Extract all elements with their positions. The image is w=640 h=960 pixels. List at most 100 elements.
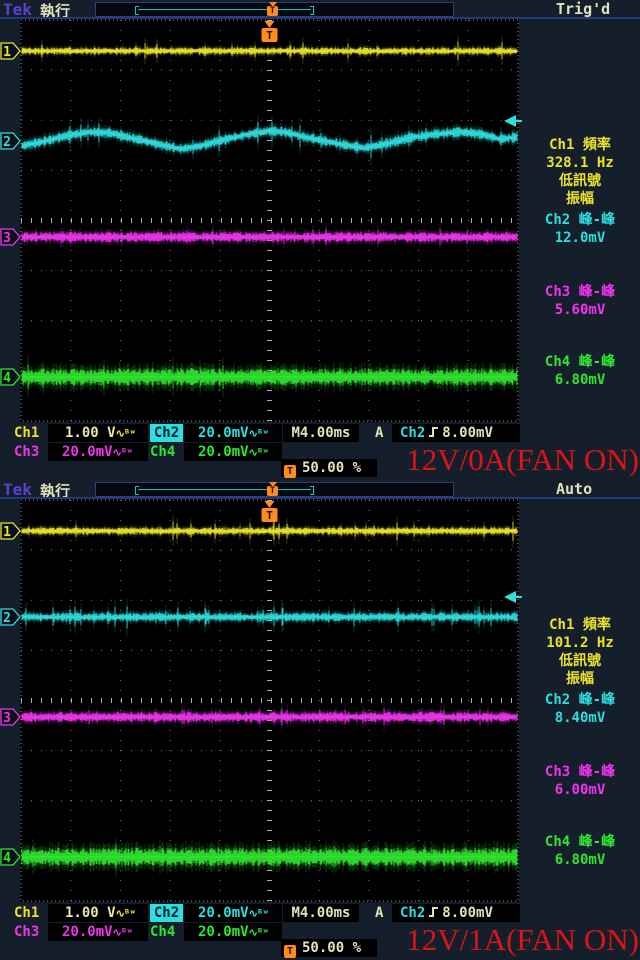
waveform-canvas: T 1 2 3 4 — [0, 499, 522, 902]
trigger-position-readout: T 50.00 % — [281, 459, 377, 478]
trigger-t-icon: T — [267, 6, 278, 16]
channel-marker-ch4: 4 — [0, 368, 21, 386]
ch1-scale-readout: 1.00 V∿ᴮʷ — [48, 904, 148, 922]
waveform-ch4 — [21, 356, 518, 398]
channel-marker-ch2: 2 — [0, 608, 21, 626]
svg-text:T: T — [266, 509, 273, 522]
ch1-scale-readout: 1.00 V∿ᴮʷ — [48, 424, 148, 442]
scope-topbar: Tek 執行 T Trig'd — [0, 0, 640, 20]
svg-text:4: 4 — [3, 851, 11, 866]
waveform-ch2 — [21, 114, 518, 166]
ch1-readout-label: Ch1 — [14, 905, 40, 921]
oscilloscope-screen-top: Tek 執行 T Trig'd T 1 2 3 4 Ch1 頻率 328.1 Hz 低訊… — [0, 0, 640, 480]
waveform-ch3 — [21, 222, 518, 251]
ch1-coupling-bw-icon: ∿ᴮʷ — [115, 427, 136, 440]
tek-logo: Tek — [3, 480, 32, 499]
ch4-readout-label: Ch4 — [150, 444, 176, 460]
trigger-arrow-icon — [269, 2, 277, 7]
measurement-ch1-frequency: Ch1 頻率 101.2 Hz 低訊號 振幅 — [521, 616, 639, 688]
run-status: 執行 — [40, 482, 71, 500]
ch4-readout-label: Ch4 — [150, 924, 176, 940]
channel-marker-ch3: 3 — [0, 228, 21, 246]
trigger-position-flag: T — [261, 21, 278, 42]
waveform-ch1 — [21, 35, 518, 66]
rising-edge-icon — [429, 427, 439, 437]
measurement-value: 8.40mV — [554, 710, 606, 726]
svg-text:T: T — [266, 29, 273, 42]
annotation-caption: 12V/0A(FAN ON) — [406, 442, 639, 477]
ch4-scale-readout: 20.0mV∿ᴮʷ — [184, 443, 282, 461]
measurement-ch2-pkpk: Ch2 峰-峰 8.40mV — [521, 691, 639, 727]
trigger-position-readout: T 50.00 % — [281, 939, 377, 958]
trigger-readout: Ch2 8.00mV — [392, 424, 520, 442]
trigger-t-icon: T — [284, 465, 296, 478]
ch2-selected-readout-label: Ch2 — [150, 424, 183, 442]
record-window-left-bracket — [135, 6, 139, 15]
measurement-label: Ch1 頻率 — [549, 617, 611, 633]
timebase-readout: M4.00ms — [283, 424, 359, 442]
measurement-label: Ch4 峰-峰 — [544, 834, 616, 850]
trigger-t-icon: T — [267, 486, 278, 496]
ch3-readout-label: Ch3 — [14, 924, 40, 940]
ch4-scale-readout: 20.0mV∿ᴮʷ — [184, 923, 282, 941]
measurement-note: 振幅 — [566, 191, 594, 207]
annotation-caption: 12V/1A(FAN ON) — [406, 922, 639, 957]
measurement-value: 6.00mV — [554, 782, 606, 798]
ch2-coupling-bw-icon: ∿ᴮʷ — [248, 907, 269, 920]
measurement-label: Ch3 峰-峰 — [544, 284, 616, 300]
topbar-separator — [0, 17, 640, 19]
channel-marker-ch1: 1 — [0, 42, 21, 60]
svg-text:1: 1 — [3, 525, 11, 540]
ch4-coupling-bw-icon: ∿ᴮʷ — [248, 446, 269, 459]
measurement-ch4-pkpk: Ch4 峰-峰 6.80mV — [521, 353, 639, 389]
trigger-position-icon: T — [267, 2, 278, 16]
ch2-selected-readout-label: Ch2 — [150, 904, 183, 922]
waveform-ch3 — [21, 702, 518, 732]
svg-text:2: 2 — [3, 611, 11, 626]
oscilloscope-screen-bottom: Tek 執行 T Auto T 1 2 3 4 Ch1 頻率 101.2 Hz 低訊號 … — [0, 480, 640, 960]
measurement-value: 6.80mV — [554, 372, 606, 388]
measurement-note: 低訊號 — [559, 653, 601, 669]
waveform-ch4 — [21, 837, 518, 877]
measurement-note: 振幅 — [566, 671, 594, 687]
ch3-readout-label: Ch3 — [14, 444, 40, 460]
record-window-line — [138, 489, 311, 490]
ch3-scale-readout: 20.0mV∿ᴮʷ — [48, 923, 148, 941]
measurement-ch3-pkpk: Ch3 峰-峰 5.60mV — [521, 283, 639, 319]
record-window-line — [138, 9, 311, 10]
measurement-label: Ch2 峰-峰 — [544, 692, 616, 708]
trigger-position-icon: T — [267, 482, 278, 496]
trigger-arrow-icon — [269, 482, 277, 487]
record-window-right-bracket — [310, 6, 314, 15]
svg-text:3: 3 — [3, 231, 11, 246]
measurement-ch3-pkpk: Ch3 峰-峰 6.00mV — [521, 763, 639, 799]
channel-marker-ch4: 4 — [0, 848, 21, 866]
measurement-ch4-pkpk: Ch4 峰-峰 6.80mV — [521, 833, 639, 869]
measurement-value: 5.60mV — [554, 302, 606, 318]
svg-text:1: 1 — [3, 45, 11, 60]
acquisition-status: Trig'd — [556, 0, 611, 18]
trigger-mode-label: A — [375, 905, 384, 921]
topbar-separator — [0, 497, 640, 499]
trigger-t-icon: T — [284, 945, 296, 958]
record-view-bar: T — [95, 2, 454, 17]
rising-edge-icon — [429, 907, 439, 917]
ch2-scale-readout: 20.0mV∿ᴮʷ — [184, 424, 282, 442]
record-view-bar: T — [95, 482, 454, 497]
measurement-value: 328.1 Hz — [546, 155, 614, 171]
trigger-mode-label: A — [375, 425, 384, 441]
ch3-coupling-bw-icon: ∿ᴮʷ — [112, 446, 133, 459]
measurement-value: 6.80mV — [554, 852, 606, 868]
svg-text:4: 4 — [3, 371, 11, 386]
measurement-ch2-pkpk: Ch2 峰-峰 12.0mV — [521, 211, 639, 247]
tek-logo: Tek — [3, 0, 32, 19]
ch3-coupling-bw-icon: ∿ᴮʷ — [112, 926, 133, 939]
graticule — [20, 499, 519, 902]
record-window-right-bracket — [310, 486, 314, 495]
ch1-coupling-bw-icon: ∿ᴮʷ — [115, 907, 136, 920]
svg-text:3: 3 — [3, 711, 11, 726]
ch1-readout-label: Ch1 — [14, 425, 40, 441]
measurement-note: 低訊號 — [559, 173, 601, 189]
channel-marker-ch3: 3 — [0, 708, 21, 726]
